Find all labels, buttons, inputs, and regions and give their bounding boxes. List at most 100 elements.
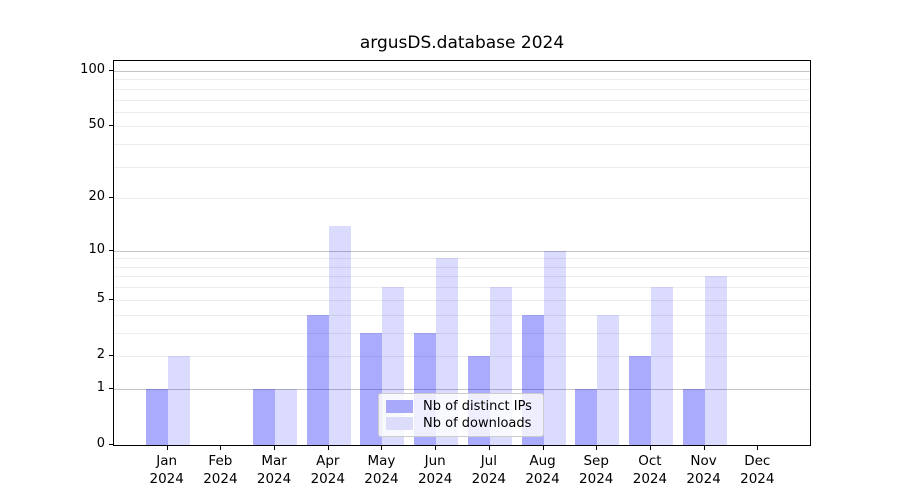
x-axis-tick [166, 446, 168, 450]
y-gridline-minor [114, 314, 810, 316]
x-axis-tick-label: Apr 2024 [296, 452, 360, 488]
y-axis-tick [109, 444, 113, 445]
y-gridline-minor [114, 258, 810, 260]
y-axis-tick-label: 0 [96, 436, 105, 451]
x-label-month: Nov [690, 453, 717, 469]
y-axis-tick [109, 387, 113, 389]
plot-area [113, 60, 811, 446]
x-axis-tick-label: Feb 2024 [188, 452, 252, 488]
x-axis-tick [381, 446, 383, 450]
x-axis-tick [327, 446, 329, 450]
x-label-year: 2024 [471, 471, 507, 487]
legend-item-distinct-ips: Nb of distinct IPs [386, 398, 539, 414]
chart-title: argusDS.database 2024 [359, 33, 565, 53]
y-gridline-minor [114, 88, 810, 90]
x-label-month: Oct [638, 453, 662, 469]
bar-downloads [543, 250, 566, 445]
x-label-month: Sep [583, 453, 609, 469]
y-gridline-major [114, 250, 810, 252]
x-label-year: 2024 [256, 471, 292, 487]
bar-downloads [650, 287, 673, 445]
x-label-year: 2024 [525, 471, 560, 487]
y-axis-tick-label: 50 [88, 117, 105, 133]
y-axis-tick-label: 10 [88, 241, 105, 257]
x-axis-tick [488, 446, 490, 450]
y-gridline-minor [114, 332, 810, 334]
legend-item-downloads: Nb of downloads [386, 415, 539, 431]
x-axis-tick-label: Mar 2024 [242, 452, 306, 488]
y-axis-tick [109, 298, 113, 300]
y-gridline-minor [114, 355, 810, 357]
x-label-month: Mar [261, 453, 287, 469]
x-axis-tick [542, 446, 544, 450]
bar-distinct-ips [253, 388, 276, 445]
y-gridline-minor [114, 126, 810, 128]
y-axis-tick [109, 249, 113, 251]
x-axis-tick [703, 446, 705, 450]
y-gridline-minor [114, 99, 810, 101]
y-axis-tick [109, 354, 113, 356]
x-label-year: 2024 [579, 471, 614, 487]
bar-distinct-ips [575, 388, 598, 445]
bar-downloads [328, 225, 351, 445]
bar-distinct-ips [360, 332, 383, 445]
x-axis-tick-label: Dec 2024 [725, 452, 789, 488]
y-axis-tick-label: 100 [80, 62, 105, 77]
x-label-year: 2024 [686, 471, 721, 487]
legend-label-downloads: Nb of downloads [423, 415, 532, 431]
x-label-year: 2024 [203, 471, 238, 487]
legend-swatch-distinct-ips [386, 400, 413, 413]
y-gridline-minor [114, 266, 810, 268]
bar-distinct-ips [682, 388, 705, 445]
x-axis-tick [274, 446, 276, 450]
bar-downloads [704, 276, 727, 445]
x-axis-tick-label: Oct 2024 [618, 452, 682, 488]
bar-distinct-ips [628, 355, 651, 445]
bar-downloads [275, 388, 298, 445]
y-gridline-minor [114, 198, 810, 200]
x-axis-tick [649, 446, 651, 450]
x-axis-tick-label: Jul 2024 [457, 452, 521, 488]
x-label-year: 2024 [417, 471, 453, 487]
x-axis-tick [757, 446, 759, 450]
y-axis-tick-label: 1 [96, 379, 105, 395]
y-gridline-major [114, 71, 810, 72]
bar-distinct-ips [306, 314, 329, 445]
x-label-year: 2024 [149, 471, 184, 487]
bar-downloads [597, 314, 620, 445]
x-label-year: 2024 [364, 471, 399, 487]
x-label-month: Aug [529, 453, 556, 469]
y-axis-tick-label: 5 [96, 290, 105, 306]
x-label-month: Jan [156, 453, 178, 469]
x-label-month: Apr [316, 453, 340, 469]
y-gridline-minor [114, 276, 810, 278]
x-label-month: Jul [480, 453, 497, 469]
y-axis-tick-label: 2 [96, 346, 105, 362]
y-axis-tick [109, 70, 113, 71]
x-axis-tick [596, 446, 598, 450]
legend-label-distinct-ips: Nb of distinct IPs [423, 398, 532, 414]
y-gridline-minor [114, 111, 810, 113]
x-label-month: Dec [744, 453, 771, 469]
y-axis-tick [109, 125, 113, 127]
x-label-year: 2024 [740, 471, 775, 487]
x-label-month: Jun [424, 453, 446, 469]
x-axis-tick-label: Jun 2024 [403, 452, 467, 488]
bar-downloads [167, 355, 190, 445]
y-gridline-major [114, 388, 810, 390]
y-axis-tick-label: 20 [88, 189, 105, 205]
bar-distinct-ips [145, 388, 168, 445]
x-axis-tick-label: Aug 2024 [511, 452, 575, 488]
x-axis-tick-label: Jan 2024 [135, 452, 199, 488]
x-label-month: May [367, 453, 396, 469]
x-axis-tick-label: Sep 2024 [564, 452, 628, 488]
y-gridline-minor [114, 166, 810, 168]
x-axis-tick [435, 446, 437, 450]
y-axis-tick [109, 197, 113, 199]
y-gridline-minor [114, 299, 810, 301]
x-axis-tick-label: Nov 2024 [672, 452, 736, 488]
x-label-year: 2024 [632, 471, 668, 487]
x-label-month: Feb [208, 453, 233, 469]
y-gridline-minor [114, 287, 810, 289]
